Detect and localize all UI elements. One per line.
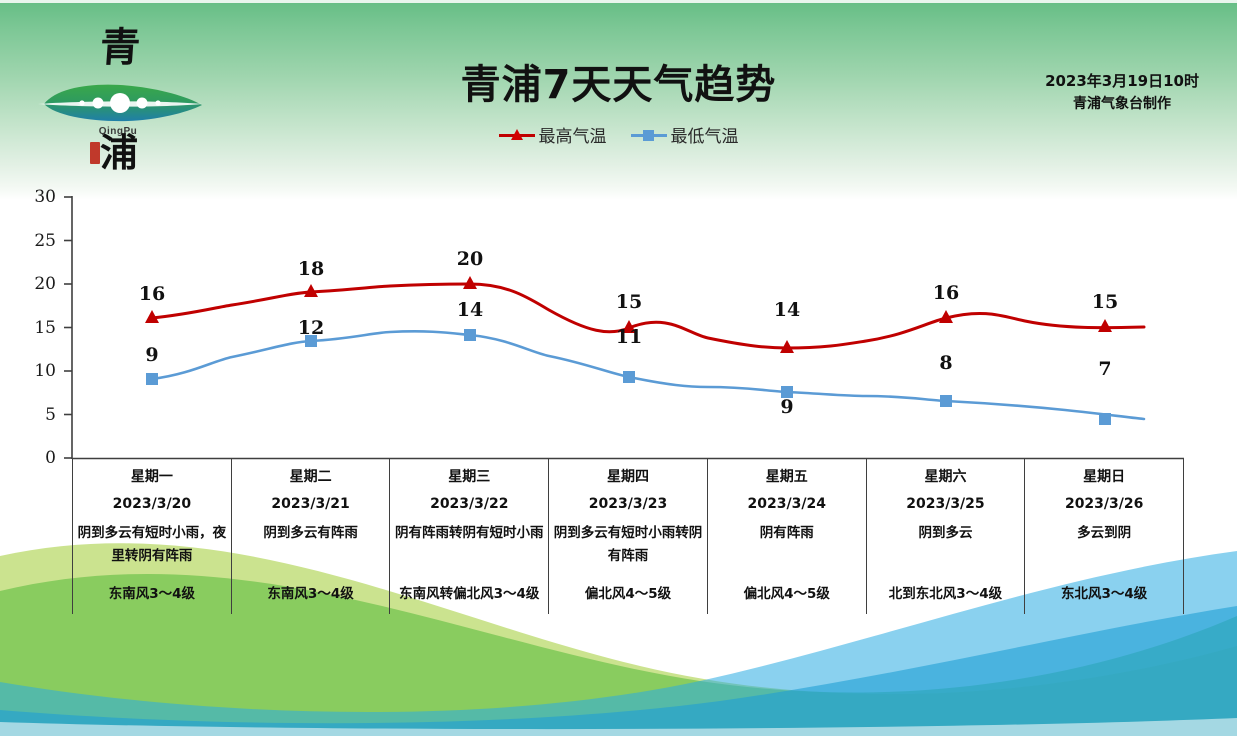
weekday-label: 星期日 xyxy=(1083,469,1126,485)
weather-description: 阴到多云有短时小雨转阴有阵雨 xyxy=(553,525,703,565)
header-top-highlight xyxy=(0,0,1237,3)
weather-description: 阴到多云有阵雨 xyxy=(263,525,358,542)
legend-label-low: 最低气温 xyxy=(670,127,739,147)
qingpu-logo: 青 QingPu 浦 xyxy=(28,24,208,172)
weekday-label: 星期一 xyxy=(130,469,173,485)
low-value-label-5: 9 xyxy=(780,396,794,418)
date-label: 2023/3/21 xyxy=(271,495,350,512)
legend-item-low: 最低气温 xyxy=(630,122,739,147)
ytick-30: 30 xyxy=(34,187,56,207)
forecast-column-4: 星期四 2023/3/23 阴到多云有短时小雨转阴有阵雨 偏北风4～5级 xyxy=(549,459,708,614)
wind-description: 偏北风4～5级 xyxy=(743,586,830,602)
forecast-column-5: 星期五 2023/3/24 阴有阵雨 偏北风4～5级 xyxy=(708,459,867,614)
legend-label-high: 最高气温 xyxy=(538,127,607,147)
weather-description: 多云到阴 xyxy=(1077,525,1132,542)
forecast-column-3: 星期三 2023/3/22 阴有阵雨转阴有短时小雨 东南风转偏北风3～4级 xyxy=(390,459,550,614)
high-value-label-5: 14 xyxy=(773,299,801,321)
ytick-5: 5 xyxy=(45,405,56,425)
high-value-label-3: 20 xyxy=(456,248,484,270)
wind-description: 东南风转偏北风3～4级 xyxy=(399,586,540,602)
weekday-label: 星期二 xyxy=(289,469,332,485)
weekday-label: 星期四 xyxy=(607,469,650,485)
date-label: 2023/3/22 xyxy=(430,495,509,512)
date-label: 2023/3/20 xyxy=(112,495,192,512)
forecast-column-2: 星期二 2023/3/21 阴到多云有阵雨 东南风3～4级 xyxy=(232,459,391,614)
legend-item-high: 最高气温 xyxy=(498,122,607,147)
logo-seal-mark xyxy=(90,142,100,164)
legend-marker-triangle-icon xyxy=(498,128,535,142)
wind-description: 东南风3～4级 xyxy=(267,586,354,602)
wind-description: 北到东北风3～4级 xyxy=(888,586,1003,602)
weather-description: 阴有阵雨转阴有短时小雨 xyxy=(395,525,544,542)
forecast-column-1: 星期一 2023/3/20 阴到多云有短时小雨，夜里转阴有阵雨 东南风3～4级 xyxy=(72,459,232,614)
low-temp-markers xyxy=(146,329,1111,425)
ytick-15: 15 xyxy=(34,318,56,338)
weather-description: 阴到多云 xyxy=(918,525,973,542)
high-temp-markers xyxy=(145,276,1112,353)
weather-description: 阴有阵雨 xyxy=(759,525,814,542)
high-value-label-7: 15 xyxy=(1091,291,1119,313)
header-background xyxy=(0,0,1237,200)
ytick-0: 0 xyxy=(45,448,56,468)
legend-marker-square-icon xyxy=(630,128,667,142)
wind-description: 偏北风4～5级 xyxy=(584,586,672,602)
forecast-table: 星期一 2023/3/20 阴到多云有短时小雨，夜里转阴有阵雨 东南风3～4级 … xyxy=(72,458,1185,614)
weekday-label: 星期五 xyxy=(765,469,808,485)
ytick-20: 20 xyxy=(34,274,56,294)
low-value-label-6: 8 xyxy=(939,352,953,374)
weekday-label: 星期六 xyxy=(924,469,967,485)
page-title: 青浦7天天气趋势 xyxy=(460,62,777,108)
date-label: 2023/3/23 xyxy=(588,495,668,512)
high-value-label-4: 15 xyxy=(615,291,643,313)
issuer-name: 青浦气象台制作 xyxy=(1073,95,1172,112)
low-value-label-3: 14 xyxy=(456,299,484,321)
high-value-label-6: 16 xyxy=(932,282,960,304)
logo-char-pu: 浦 xyxy=(100,130,139,175)
date-label: 2023/3/26 xyxy=(1064,495,1144,512)
date-label: 2023/3/24 xyxy=(747,495,826,512)
ytick-25: 25 xyxy=(34,231,56,251)
issue-info: 2023年3月19日10时 青浦气象台制作 xyxy=(1045,70,1199,115)
weather-description: 阴到多云有短时小雨，夜里转阴有阵雨 xyxy=(77,525,227,565)
issue-time: 2023年3月19日10时 xyxy=(1045,72,1199,90)
high-value-label-1: 16 xyxy=(138,283,166,305)
weekday-label: 星期三 xyxy=(448,469,491,485)
low-value-label-4: 11 xyxy=(615,326,643,348)
forecast-column-7: 星期日 2023/3/26 多云到阴 东北风3～4级 xyxy=(1025,459,1185,614)
wind-description: 东北风3～4级 xyxy=(1061,586,1148,602)
chart-legend: 最高气温 最低气温 xyxy=(0,122,1237,147)
low-value-label-7: 7 xyxy=(1098,358,1112,380)
date-label: 2023/3/25 xyxy=(906,495,985,512)
ytick-10: 10 xyxy=(34,361,56,381)
wind-description: 东南风3～4级 xyxy=(108,586,195,602)
logo-leaf-icon xyxy=(38,84,202,122)
low-value-label-1: 9 xyxy=(145,344,159,366)
logo-pinyin: QingPu xyxy=(98,126,138,137)
high-value-label-2: 18 xyxy=(297,258,325,280)
forecast-column-6: 星期六 2023/3/25 阴到多云 北到东北风3～4级 xyxy=(867,459,1026,614)
low-value-label-2: 12 xyxy=(297,317,325,339)
